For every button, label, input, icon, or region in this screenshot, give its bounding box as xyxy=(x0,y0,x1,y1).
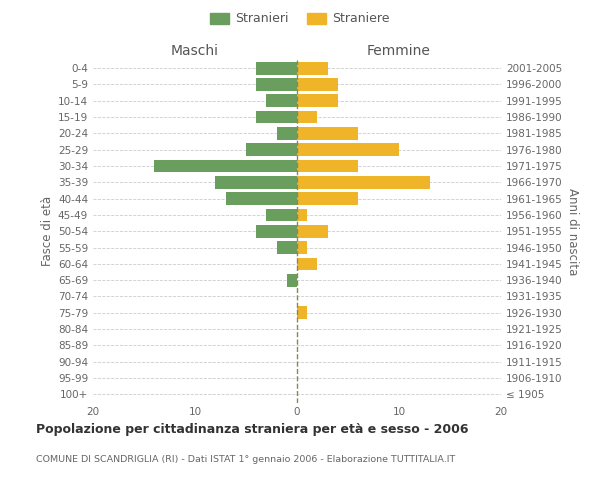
Bar xyxy=(287,274,297,286)
Text: Popolazione per cittadinanza straniera per età e sesso - 2006: Popolazione per cittadinanza straniera p… xyxy=(36,422,469,436)
Bar xyxy=(246,144,297,156)
Bar xyxy=(297,78,338,91)
Y-axis label: Fasce di età: Fasce di età xyxy=(41,196,54,266)
Bar xyxy=(256,225,297,237)
Bar xyxy=(277,127,297,140)
Bar xyxy=(297,176,430,188)
Bar xyxy=(297,192,358,205)
Bar xyxy=(266,94,297,107)
Bar xyxy=(297,258,317,270)
Bar xyxy=(297,62,328,74)
Text: COMUNE DI SCANDRIGLIA (RI) - Dati ISTAT 1° gennaio 2006 - Elaborazione TUTTITALI: COMUNE DI SCANDRIGLIA (RI) - Dati ISTAT … xyxy=(36,455,455,464)
Bar xyxy=(297,110,317,124)
Bar xyxy=(297,127,358,140)
Text: Femmine: Femmine xyxy=(367,44,431,59)
Bar xyxy=(297,225,328,237)
Y-axis label: Anni di nascita: Anni di nascita xyxy=(566,188,579,275)
Text: Maschi: Maschi xyxy=(171,44,219,59)
Bar xyxy=(277,241,297,254)
Bar xyxy=(297,160,358,172)
Bar xyxy=(297,94,338,107)
Bar xyxy=(297,144,399,156)
Legend: Stranieri, Straniere: Stranieri, Straniere xyxy=(206,8,394,29)
Bar xyxy=(297,208,307,222)
Bar xyxy=(256,110,297,124)
Bar xyxy=(297,306,307,319)
Bar xyxy=(154,160,297,172)
Bar xyxy=(226,192,297,205)
Bar xyxy=(266,208,297,222)
Bar xyxy=(297,241,307,254)
Bar xyxy=(256,62,297,74)
Bar xyxy=(215,176,297,188)
Bar xyxy=(256,78,297,91)
